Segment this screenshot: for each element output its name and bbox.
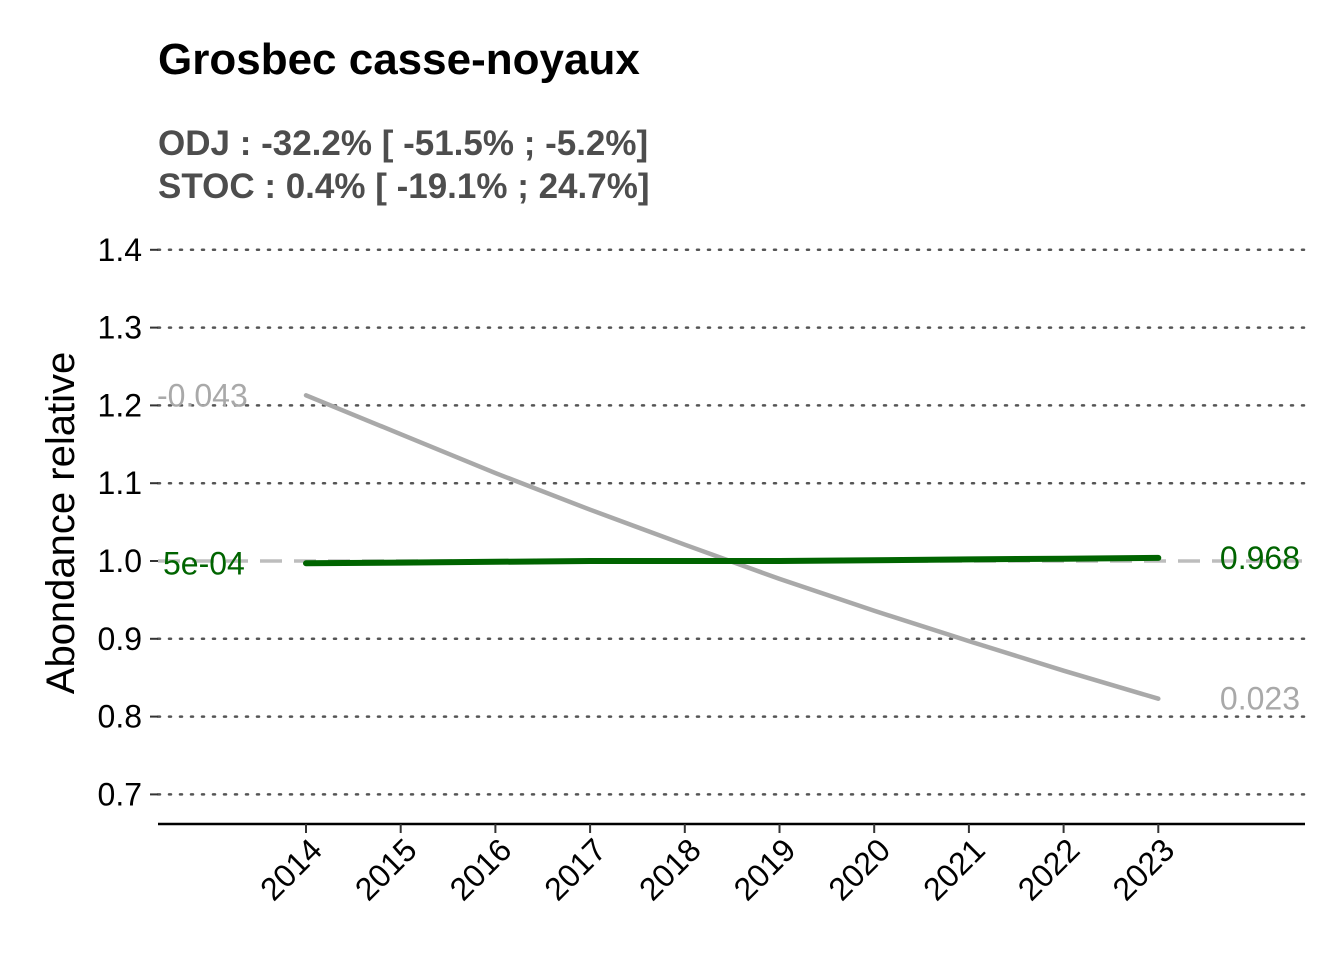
series-lines [303,393,1162,701]
chart-subtitle-line-1: ODJ : -32.2% [ -51.5% ; -5.2%] [158,124,648,163]
series-end-label-odj: 0.023 [1220,681,1300,717]
x-tick-label: 2016 [443,831,519,907]
y-tick-label: 1.2 [98,387,142,423]
series-line-odj [303,393,1161,701]
y-tick-label: 1.4 [98,232,142,268]
x-tick-label: 2020 [821,831,897,907]
y-tick-label: 1.0 [98,543,142,579]
series-end-labels: -0.043 0.023 5e-04 0.968 [157,377,1300,716]
chart-title: Grosbec casse-noyaux [158,35,640,84]
x-tick-label: 2018 [632,831,708,907]
chart-subtitle-line-2: STOC : 0.4% [ -19.1% ; 24.7%] [158,167,649,206]
y-tick-label: 0.8 [98,699,142,735]
series-start-label-odj: -0.043 [157,377,248,413]
x-axis: 2014 2015 2016 2017 2018 2019 2020 2021 2022 2023 [158,822,1305,907]
x-tick-label: 2017 [537,831,613,907]
series-end-label-stoc: 0.968 [1220,540,1300,576]
y-tick-label: 0.7 [98,776,142,812]
x-tick-label: 2021 [916,831,992,907]
x-tick-label: 2022 [1011,831,1087,907]
y-tick-label: 1.3 [98,310,142,346]
y-tick-label: 1.1 [98,465,142,501]
x-tick-label: 2019 [727,831,803,907]
gridlines [156,248,1307,796]
y-axis-title: Abondance relative [39,352,83,694]
series-start-label-stoc: 5e-04 [163,545,245,581]
series-line-stoc [303,554,1162,567]
x-tick-label: 2023 [1105,831,1181,907]
x-tick-label: 2014 [253,831,329,907]
x-tick-label: 2015 [348,831,424,907]
y-axis: 0.7 0.8 0.9 1.0 1.1 1.2 1.3 1.4 [98,232,158,812]
y-tick-label: 0.9 [98,621,142,657]
